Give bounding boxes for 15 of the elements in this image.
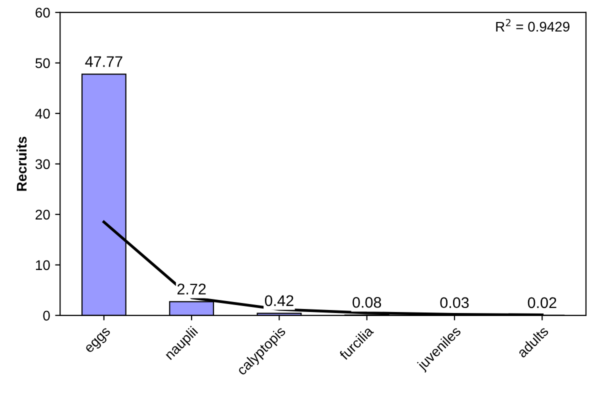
data-label: 2.72	[177, 284, 206, 294]
data-label: 0.02	[528, 297, 556, 308]
annotation: R$^{2}$ = 0.9429	[496, 18, 570, 32]
y-tick-label: 50	[35, 58, 50, 68]
y-tick-label: 40	[35, 108, 50, 119]
y-tick-label: 10	[36, 260, 50, 270]
y-tick-label: 30	[35, 159, 50, 170]
y-tick-label: 60	[36, 8, 50, 18]
data-label: 0.42	[264, 295, 294, 306]
data-label: 0.08	[352, 296, 382, 308]
y-tick-label: 20	[36, 210, 50, 220]
data-label: 0.03	[440, 297, 469, 308]
data-label: 47.77	[85, 56, 122, 67]
y-tick-label: 0	[43, 310, 50, 321]
y-axis-title: Recruits	[16, 136, 27, 191]
